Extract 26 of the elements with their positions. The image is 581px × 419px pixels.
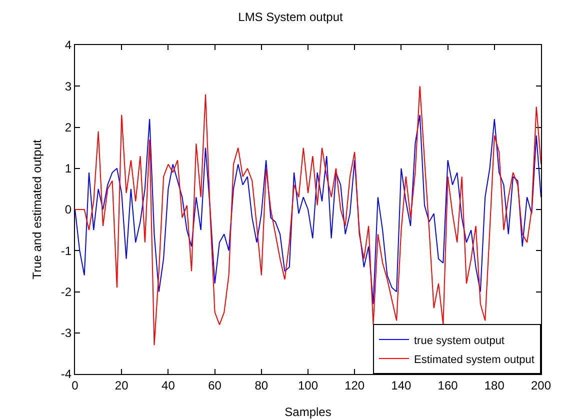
y-tick-label: 3 [64, 79, 72, 94]
x-tick-label: 80 [254, 378, 268, 392]
x-tick-label: 200 [530, 378, 552, 392]
x-tick-label: 180 [484, 378, 505, 392]
line-series [75, 86, 541, 346]
legend-label: true system output [414, 334, 504, 347]
x-tick-label: 140 [391, 378, 412, 392]
y-tick-label: -3 [60, 326, 72, 340]
y-tick-label: -4 [60, 367, 72, 382]
x-axis-title: Samples [284, 405, 332, 419]
y-tick-label: 1 [64, 162, 72, 176]
x-tick-label: 160 [438, 378, 458, 392]
y-tick-label: 0 [64, 202, 72, 217]
y-tick-label: -2 [60, 284, 72, 299]
y-tick-label: -1 [60, 244, 72, 258]
x-tick-label: 120 [344, 378, 365, 392]
x-tick-label: 20 [114, 378, 129, 392]
chart-title: LMS System output [238, 10, 344, 24]
y-tick-label: 4 [64, 38, 72, 52]
x-tick-label: 100 [298, 378, 318, 392]
line-series [75, 114, 541, 305]
legend-label: Estimated system output [414, 354, 534, 366]
x-tick-label: 40 [162, 378, 176, 392]
x-tick-label: 60 [208, 378, 222, 392]
y-tick-label: 2 [64, 120, 72, 134]
y-axis-title: True and estimated output [30, 139, 44, 280]
